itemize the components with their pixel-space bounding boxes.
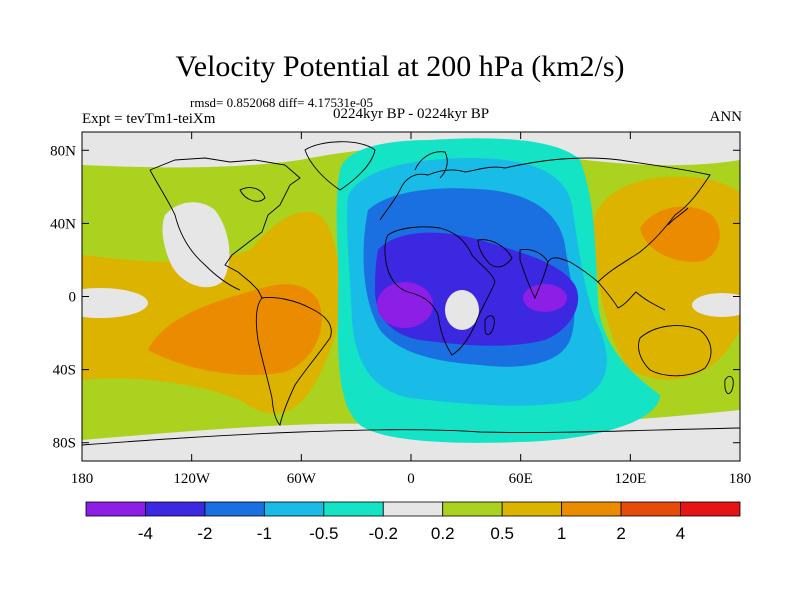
fill-dateline-west-neutral: [692, 293, 740, 317]
y-tick-label: 0: [69, 290, 77, 306]
colorbar-swatch: [442, 501, 503, 517]
x-tick-label: 60E: [509, 471, 533, 487]
colorbar-label: -0.2: [369, 524, 398, 543]
colorbar-swatch: [501, 501, 563, 517]
colorbar-label: 1: [557, 524, 566, 543]
x-tick-label: 0: [407, 471, 415, 487]
fill-nw-pacific-1-2: [640, 206, 720, 262]
coast-africa: [384, 226, 496, 356]
colorbar: -4 -2 -1 -0.5 -0.2 0.2 0.5 1 2 4: [85, 501, 741, 543]
fill-neg4-indian: [523, 284, 567, 312]
contour-field: [82, 132, 740, 461]
coast-asia: [504, 157, 711, 283]
x-tick-label: 120W: [173, 471, 211, 487]
colorbar-swatch: [323, 501, 384, 517]
colorbar-label: 4: [676, 524, 685, 543]
coast-japan: [667, 207, 689, 226]
x-tick-label: 60W: [287, 471, 317, 487]
stats-label: rmsd= 0.852068 diff= 4.17531e-05: [190, 95, 374, 110]
coast-west-na: [149, 169, 241, 291]
colorbar-label: -4: [138, 524, 153, 543]
y-axis: 80N 40N 0 40S 80S: [50, 143, 740, 452]
x-tick-label: 180: [729, 471, 752, 487]
colorbar-swatch: [145, 501, 206, 517]
colorbar-swatch: [561, 501, 622, 517]
coast-south-america: [255, 297, 332, 426]
y-tick-label: 40N: [50, 216, 76, 232]
coastlines: [82, 141, 740, 446]
colorbar-swatch: [204, 501, 265, 517]
y-tick-label: 80S: [53, 436, 76, 452]
fill-north-america-neutral: [162, 202, 230, 288]
fill-neg4-atlantic: [377, 282, 433, 328]
chart-title: Velocity Potential at 200 hPa (km2/s): [175, 50, 625, 83]
coast-southeast-asia: [597, 281, 666, 311]
x-axis: 180 120W 60W 0 60E 120E 180: [71, 132, 752, 487]
colorbar-label: -2: [197, 524, 212, 543]
coast-greenland: [304, 141, 376, 191]
colorbar-label: 2: [616, 524, 625, 543]
x-tick-label: 120E: [614, 471, 646, 487]
coast-india: [519, 249, 549, 300]
x-tick-label: 180: [71, 471, 94, 487]
colorbar-label: 0.2: [431, 524, 455, 543]
y-tick-label: 80N: [50, 143, 76, 159]
colorbar-label: -0.5: [309, 524, 338, 543]
colorbar-swatch: [263, 501, 325, 517]
colorbar-swatch: [680, 501, 741, 517]
coast-antarctica: [82, 427, 740, 446]
period-label: 0224kyr BP - 0224kyr BP: [332, 106, 490, 122]
colorbar-swatch: [85, 501, 146, 517]
coast-hudson-bay: [239, 187, 266, 202]
fill-south-america-1-2: [148, 284, 322, 376]
fill-dateline-neutral: [82, 288, 148, 318]
colorbar-label: -1: [257, 524, 272, 543]
colorbar-swatch: [620, 501, 681, 517]
season-label: ANN: [709, 109, 743, 125]
y-tick-label: 40S: [53, 363, 76, 379]
coast-madagascar: [484, 315, 495, 336]
coast-north-america: [149, 157, 301, 299]
colorbar-swatch: [382, 501, 444, 517]
coast-australia: [638, 325, 712, 377]
coast-scandinavia: [414, 151, 448, 179]
coast-arabia: [477, 239, 513, 268]
experiment-label: Expt = tevTm1-teiXm: [82, 111, 216, 127]
colorbar-label: 0.5: [490, 524, 514, 543]
fill-africa-neutral: [445, 290, 479, 330]
coast-europe: [379, 166, 506, 221]
coast-new-zealand: [724, 376, 734, 394]
